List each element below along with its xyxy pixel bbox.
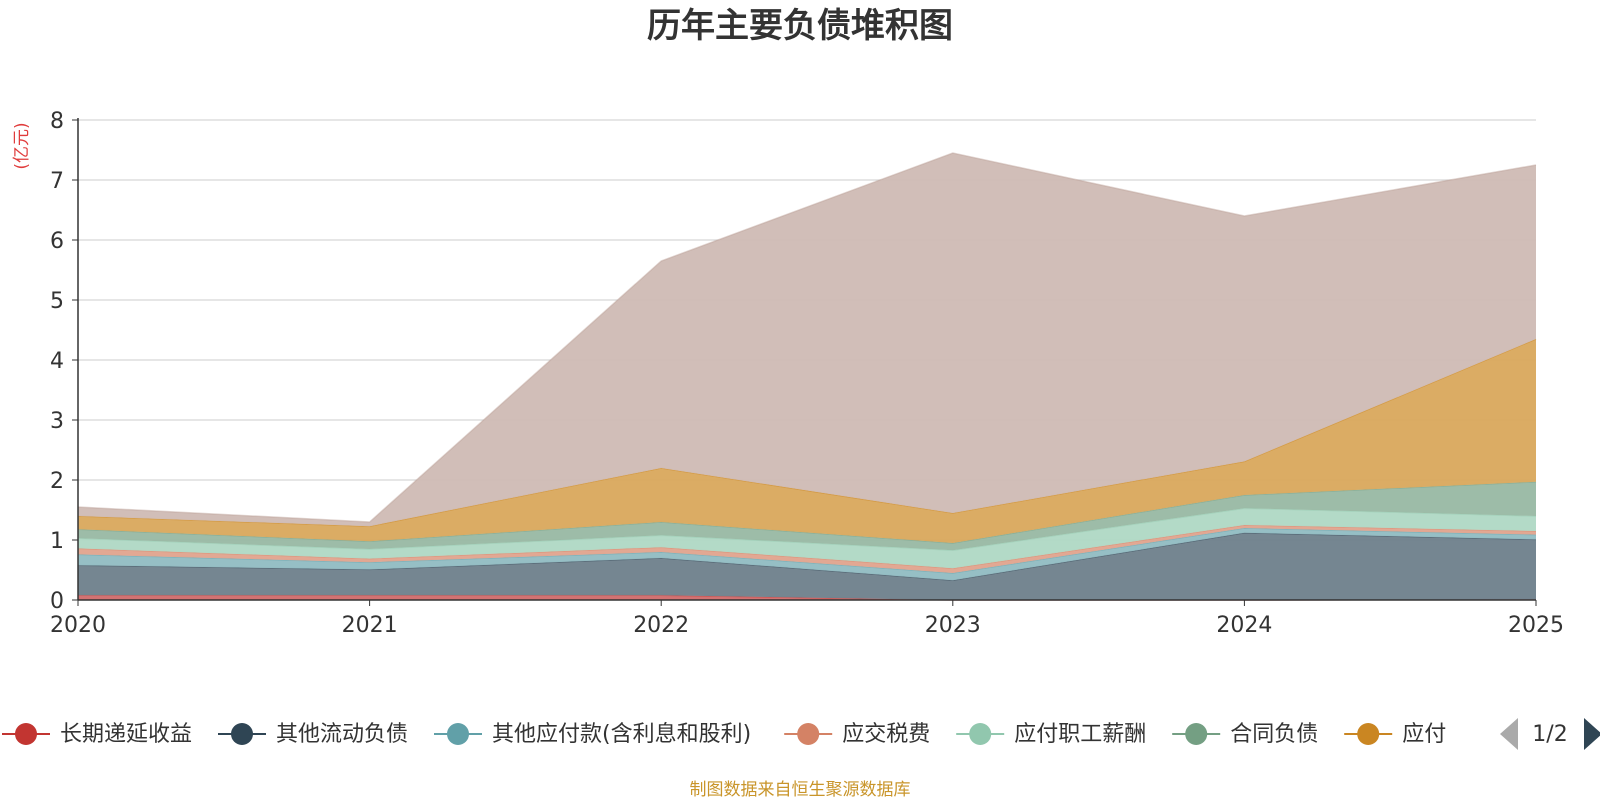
legend-marker-icon [1357,723,1380,745]
legend-label: 合同负债 [1230,722,1318,747]
legend-label: 长期递延收益 [60,722,192,747]
y-tick-label: 3 [50,409,64,434]
legend-item[interactable]: 应交税费 [784,722,930,747]
area-series[interactable] [78,481,1536,551]
x-tick-label: 2022 [633,613,689,638]
x-tick-label: 2020 [50,613,106,638]
data-source-note: 制图数据来自恒生聚源数据库 [690,780,911,800]
y-tick-label: 2 [50,469,64,494]
legend-item[interactable]: 其他流动负债 [218,722,408,747]
x-tick-label: 2021 [342,613,398,638]
legend: 长期递延收益 其他流动负债 其他应付款(含利息和股利) 应交税费 应付职工薪酬 合同负债 应… [2,722,1446,747]
y-tick-label: 6 [50,229,64,254]
legend-prev-icon[interactable] [1500,718,1518,750]
legend-label: 应付职工薪酬 [1014,722,1146,747]
legend-item[interactable]: 长期递延收益 [2,722,192,747]
area-series[interactable] [78,508,1536,569]
area-series[interactable] [78,153,1536,527]
legend-label: 应交税费 [842,722,930,747]
legend-label: 应付 [1402,722,1446,747]
legend-marker-icon [969,723,992,745]
legend-marker-icon [447,723,469,745]
legend-label: 其他流动负债 [276,722,408,747]
legend-marker-icon [797,723,820,745]
y-tick-label: 1 [50,529,64,554]
legend-label: 其他应付款(含利息和股利) [492,722,751,747]
area-series[interactable] [78,525,1536,573]
legend-page-indicator: 1/2 [1532,722,1567,747]
y-tick-label: 0 [50,589,64,614]
area-series-line [77,152,1537,523]
x-tick-label: 2024 [1216,613,1272,638]
y-tick-label: 8 [50,109,64,134]
area-series[interactable] [78,528,1536,581]
y-tick-label: 5 [50,289,64,314]
axes: 0 1 2 3 4 5 6 7 8 2020 2021 2022 2023 2024 2025 [50,109,1564,638]
y-tick-label: 4 [50,349,64,374]
legend-marker-icon [1185,723,1208,745]
x-tick-label: 2023 [925,613,981,638]
legend-item[interactable]: 应付 [1344,722,1446,747]
legend-pager: 1/2 [1500,718,1600,750]
legend-item[interactable]: 应付职工薪酬 [956,722,1146,747]
legend-next-icon[interactable] [1584,718,1600,750]
y-tick-label: 7 [50,169,64,194]
legend-item[interactable]: 合同负债 [1172,722,1318,747]
y-axis-unit: (亿元) [12,122,32,169]
x-tick-label: 2025 [1508,613,1564,638]
legend-marker-icon [231,723,253,745]
area-series[interactable] [78,339,1536,543]
series-areas [77,152,1537,601]
legend-marker-icon [15,723,37,745]
legend-item[interactable]: 其他应付款(含利息和股利) [434,722,751,747]
chart-title: 历年主要负债堆积图 [647,6,953,46]
area-series[interactable] [78,532,1536,600]
area-series[interactable] [78,595,1536,600]
legend-items: 长期递延收益 其他流动负债 其他应付款(含利息和股利) 应交税费 应付职工薪酬 合同负债 应… [2,722,1446,747]
